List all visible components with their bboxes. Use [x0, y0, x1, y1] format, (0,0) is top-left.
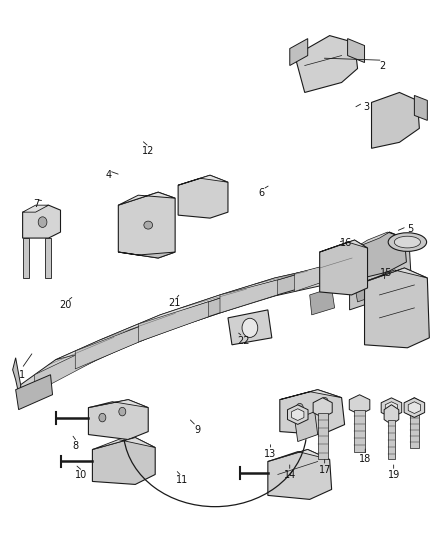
Text: 19: 19	[388, 470, 400, 480]
Text: 20: 20	[59, 300, 71, 310]
Polygon shape	[295, 36, 357, 92]
Text: 5: 5	[407, 224, 413, 235]
Polygon shape	[381, 398, 402, 417]
Polygon shape	[220, 280, 277, 313]
Text: 14: 14	[284, 470, 296, 480]
Polygon shape	[268, 449, 332, 499]
Polygon shape	[385, 402, 398, 414]
Text: 22: 22	[237, 336, 249, 346]
Circle shape	[99, 414, 106, 422]
Polygon shape	[287, 405, 308, 424]
Text: 3: 3	[364, 102, 370, 112]
Polygon shape	[349, 395, 370, 415]
Polygon shape	[23, 238, 28, 278]
Text: 12: 12	[142, 146, 155, 156]
Polygon shape	[408, 402, 420, 414]
Polygon shape	[280, 390, 345, 434]
Polygon shape	[388, 420, 395, 459]
Polygon shape	[364, 268, 427, 282]
Polygon shape	[355, 232, 404, 248]
Polygon shape	[410, 413, 419, 448]
Circle shape	[38, 217, 47, 228]
Polygon shape	[45, 238, 50, 278]
Polygon shape	[16, 375, 53, 410]
Text: 2: 2	[380, 61, 386, 70]
Polygon shape	[320, 240, 367, 252]
Polygon shape	[23, 205, 49, 212]
Text: 11: 11	[176, 475, 188, 485]
Polygon shape	[268, 449, 330, 462]
Polygon shape	[21, 258, 370, 402]
Text: 1: 1	[18, 370, 25, 381]
Polygon shape	[354, 410, 365, 451]
Text: 8: 8	[73, 441, 79, 451]
Text: 21: 21	[168, 297, 180, 308]
Polygon shape	[23, 205, 60, 238]
Text: 10: 10	[75, 470, 88, 480]
Text: 9: 9	[194, 425, 200, 435]
Polygon shape	[406, 398, 423, 417]
Polygon shape	[139, 302, 208, 342]
Polygon shape	[348, 38, 364, 62]
Text: 4: 4	[106, 169, 112, 180]
Polygon shape	[310, 288, 335, 315]
Polygon shape	[320, 240, 367, 295]
Circle shape	[119, 407, 126, 416]
Text: 7: 7	[33, 199, 39, 209]
Ellipse shape	[388, 233, 427, 252]
Polygon shape	[295, 411, 318, 441]
Circle shape	[296, 403, 303, 412]
Polygon shape	[118, 192, 175, 258]
Polygon shape	[384, 405, 399, 424]
Text: 18: 18	[359, 454, 371, 464]
Polygon shape	[318, 413, 328, 459]
Text: 6: 6	[259, 188, 265, 198]
Polygon shape	[371, 92, 419, 148]
Polygon shape	[118, 192, 175, 205]
Polygon shape	[75, 248, 389, 370]
Polygon shape	[75, 324, 146, 369]
Polygon shape	[292, 409, 304, 421]
Polygon shape	[88, 400, 148, 440]
Circle shape	[242, 318, 258, 337]
Circle shape	[321, 398, 328, 406]
Ellipse shape	[394, 236, 420, 248]
Polygon shape	[13, 358, 21, 402]
Polygon shape	[280, 390, 342, 400]
Text: 15: 15	[380, 268, 392, 278]
Polygon shape	[295, 263, 335, 292]
Polygon shape	[118, 252, 175, 258]
Polygon shape	[350, 243, 411, 260]
Text: 16: 16	[340, 238, 353, 247]
Polygon shape	[414, 95, 427, 120]
Polygon shape	[92, 438, 155, 449]
Polygon shape	[178, 175, 228, 218]
Polygon shape	[348, 253, 373, 281]
Polygon shape	[92, 438, 155, 484]
Polygon shape	[88, 400, 148, 408]
Polygon shape	[35, 346, 95, 393]
Polygon shape	[313, 398, 332, 417]
Polygon shape	[364, 268, 429, 348]
Polygon shape	[355, 232, 406, 280]
Polygon shape	[228, 310, 272, 345]
Polygon shape	[404, 398, 425, 417]
Polygon shape	[355, 278, 378, 302]
Polygon shape	[178, 175, 228, 185]
Text: 17: 17	[318, 465, 331, 474]
Polygon shape	[350, 243, 411, 310]
Polygon shape	[56, 252, 374, 360]
Text: 13: 13	[265, 449, 277, 458]
Ellipse shape	[144, 221, 152, 229]
Polygon shape	[290, 38, 308, 66]
